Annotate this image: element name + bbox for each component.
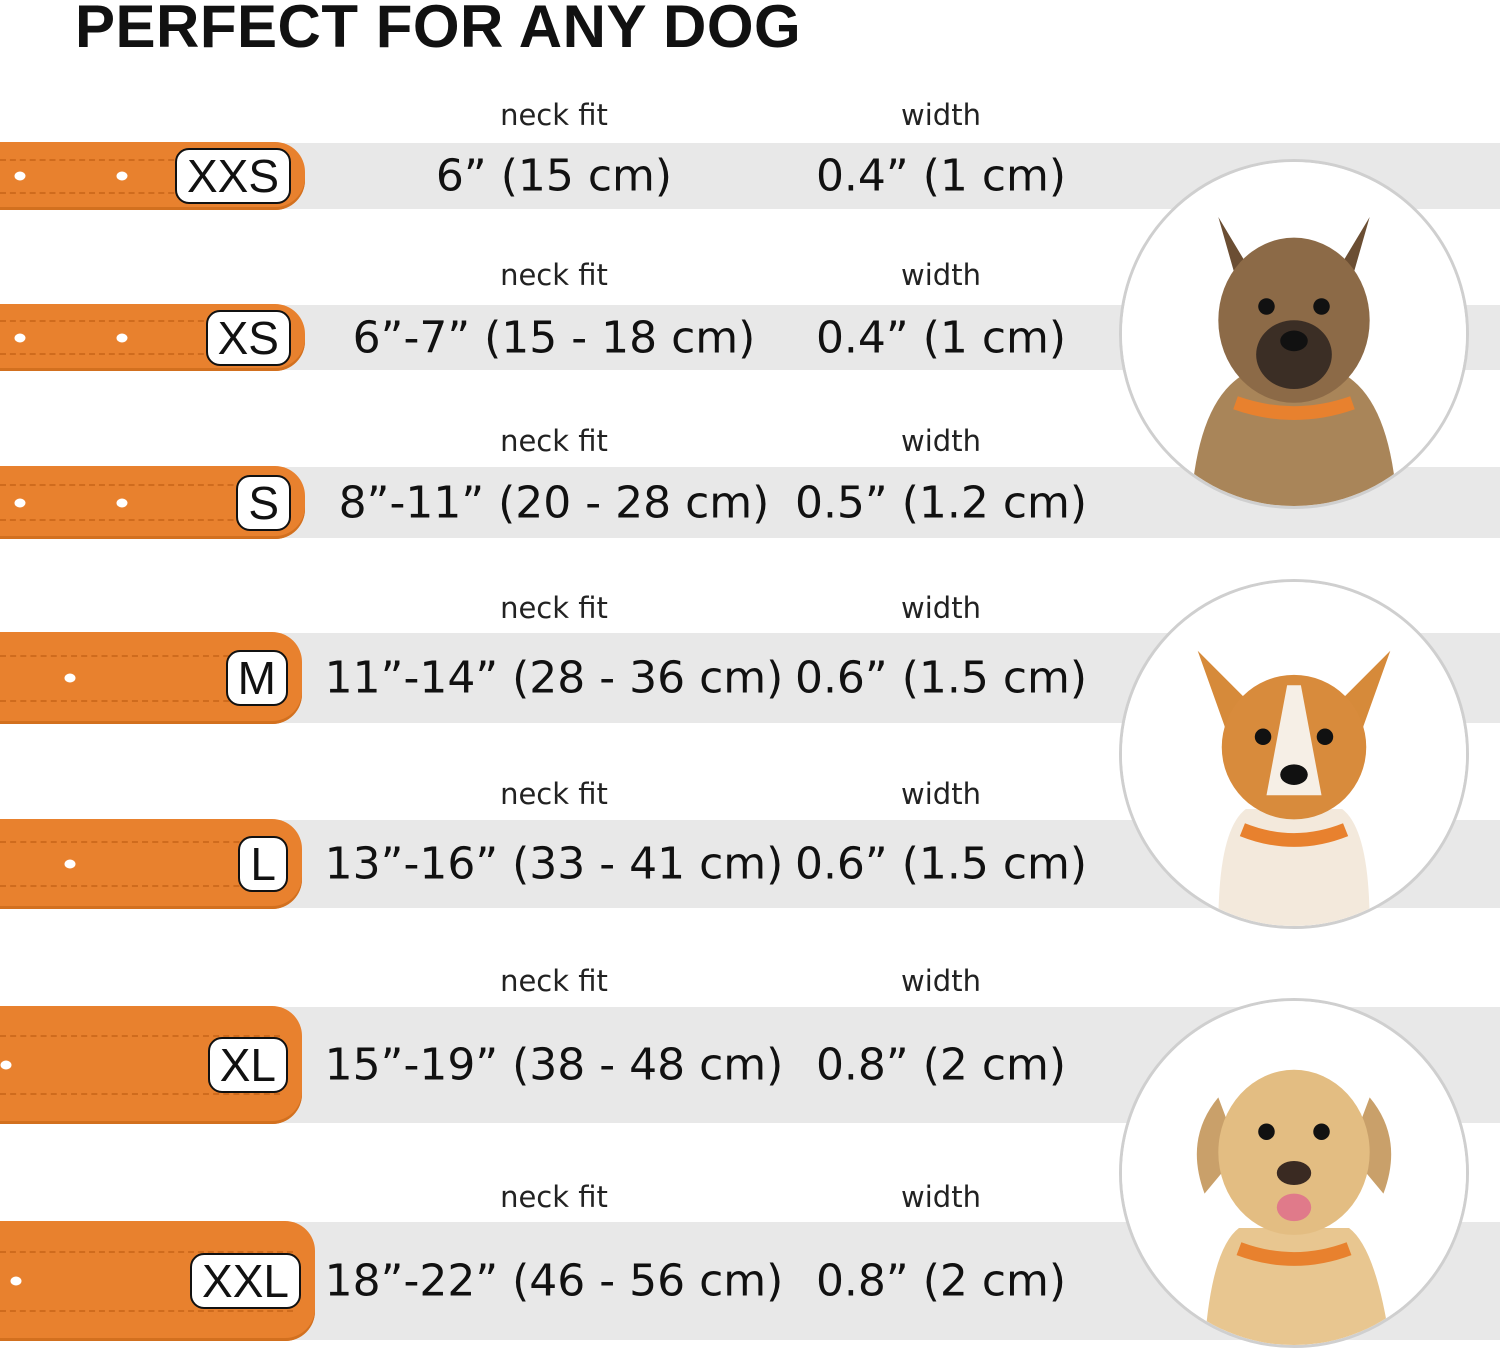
collar-stitching (0, 191, 283, 194)
neck-fit-value: 13”-16” (33 - 41 cm) (324, 838, 784, 890)
width-value: 0.8” (2 cm) (815, 1039, 1067, 1091)
size-tag: M (225, 650, 288, 706)
size-tag: XXS (174, 148, 291, 204)
neck-fit-label: neck fit (500, 424, 608, 458)
neck-fit-value: 6”-7” (15 - 18 cm) (352, 312, 756, 363)
collar-strap: M (0, 632, 302, 724)
width-value: 0.6” (1.5 cm) (794, 838, 1088, 890)
collar-stitching (0, 1250, 293, 1253)
collar-hole (64, 673, 76, 683)
collar-strap: S (0, 466, 305, 539)
collar-hole (14, 171, 26, 181)
collar-stitching (0, 320, 283, 323)
collar-stitching (0, 699, 280, 702)
width-value: 0.5” (1.2 cm) (794, 477, 1088, 528)
size-tag: XS (205, 309, 291, 366)
collar-stitching (0, 885, 280, 887)
neck-fit-value: 8”-11” (20 - 28 cm) (338, 477, 770, 528)
width-label: width (901, 98, 981, 132)
width-value: 0.4” (1 cm) (815, 312, 1067, 363)
neck-fit-label: neck fit (500, 98, 608, 132)
page-title: PERFECT FOR ANY DOG (75, 0, 802, 60)
neck-fit-value: 15”-19” (38 - 48 cm) (324, 1039, 784, 1091)
width-label: width (901, 591, 981, 625)
neck-fit-value: 6” (15 cm) (435, 150, 673, 202)
collar-hole (116, 171, 128, 181)
collar-stitching (0, 654, 280, 657)
neck-fit-label: neck fit (500, 591, 608, 625)
labrador-photo (1119, 998, 1469, 1348)
collar-hole (116, 333, 128, 342)
width-label: width (901, 258, 981, 292)
width-label: width (901, 1180, 981, 1214)
collar-hole (14, 498, 26, 507)
neck-fit-value: 11”-14” (28 - 36 cm) (324, 652, 784, 704)
collar-strap: L (0, 819, 302, 909)
neck-fit-label: neck fit (500, 258, 608, 292)
collar-stitching (0, 1035, 280, 1037)
collar-stitching (0, 1093, 280, 1095)
collar-hole (14, 333, 26, 342)
collar-hole (0, 1060, 12, 1070)
collar-stitching (0, 1309, 293, 1312)
size-tag: L (238, 836, 288, 892)
collar-hole (64, 859, 76, 869)
size-tag: XL (207, 1037, 288, 1093)
collar-stitching (0, 352, 283, 355)
corgi-photo (1119, 579, 1469, 929)
collar-stitching (0, 483, 283, 486)
collar-stitching (0, 158, 283, 161)
width-label: width (901, 424, 981, 458)
neck-fit-label: neck fit (500, 1180, 608, 1214)
neck-fit-value: 18”-22” (46 - 56 cm) (324, 1255, 784, 1307)
width-value: 0.6” (1.5 cm) (794, 652, 1088, 704)
collar-hole (10, 1276, 22, 1286)
width-label: width (901, 964, 981, 998)
neck-fit-label: neck fit (500, 964, 608, 998)
width-value: 0.8” (2 cm) (815, 1255, 1067, 1307)
collar-strap: XL (0, 1006, 302, 1124)
size-tag: S (236, 474, 291, 531)
collar-strap: XS (0, 304, 305, 371)
collar-stitching (0, 841, 280, 843)
collar-stitching (0, 519, 283, 522)
width-value: 0.4” (1 cm) (815, 150, 1067, 202)
collar-strap: XXL (0, 1221, 315, 1341)
collar-hole (116, 498, 128, 507)
terrier-photo (1119, 159, 1469, 509)
size-tag: XXL (190, 1253, 301, 1309)
neck-fit-label: neck fit (500, 777, 608, 811)
collar-strap: XXS (0, 142, 305, 210)
width-label: width (901, 777, 981, 811)
